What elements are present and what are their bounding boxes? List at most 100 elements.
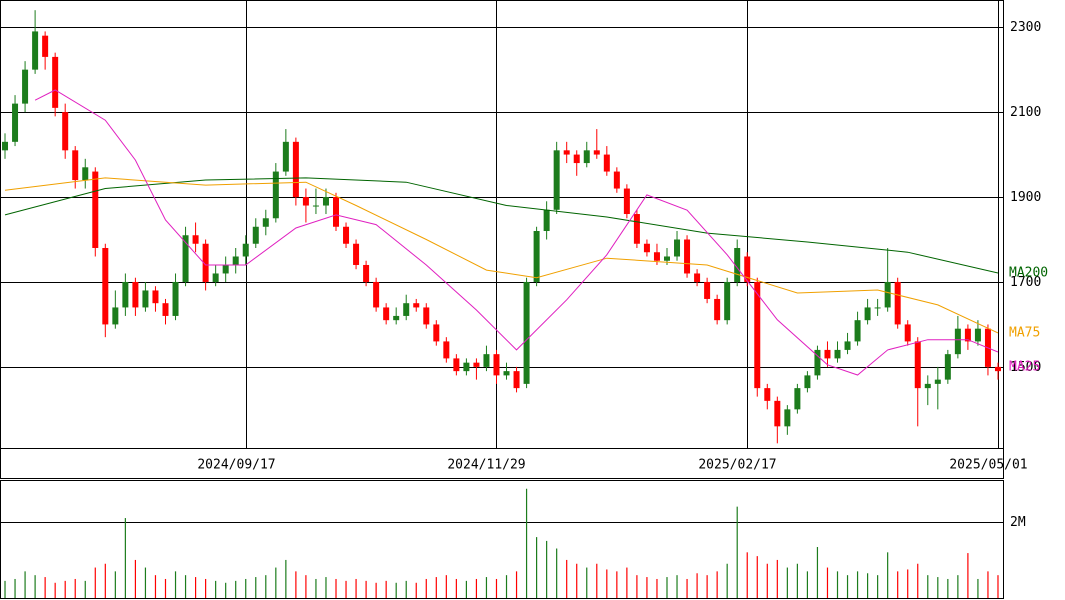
candle-body <box>583 150 590 164</box>
candle-body <box>724 281 731 321</box>
candle-body <box>82 167 89 181</box>
candle-body <box>242 243 249 257</box>
candle-body <box>483 354 490 367</box>
candle-body <box>513 371 520 389</box>
y-tick-label: 1900 <box>1010 190 1041 205</box>
candle-body <box>413 303 420 308</box>
candle-body <box>603 154 610 172</box>
candle-body <box>2 141 9 151</box>
candle-body <box>533 231 540 282</box>
candle-body <box>343 226 350 244</box>
candle-body <box>734 247 741 282</box>
candle-body <box>102 247 109 325</box>
candle-body <box>202 243 209 282</box>
candle-body <box>854 320 861 342</box>
candle-body <box>373 281 380 308</box>
candle-body <box>904 324 911 342</box>
candle-body <box>433 324 440 342</box>
candle-body <box>152 290 159 304</box>
candle-body <box>573 154 580 164</box>
candle-body <box>62 112 69 151</box>
candle-body <box>934 379 941 384</box>
candle-body <box>924 383 931 389</box>
candle-body <box>804 375 811 389</box>
candle-body <box>162 303 169 316</box>
legend-label: MA75 <box>1009 325 1040 340</box>
candle-body <box>623 188 630 215</box>
candle-body <box>964 328 971 342</box>
legend-label: MA200 <box>1009 266 1048 281</box>
candle-body <box>22 69 29 104</box>
candle-body <box>974 328 981 342</box>
candle-body <box>994 366 1001 372</box>
candle-body <box>473 362 480 367</box>
candle-body <box>42 35 49 57</box>
candle-body <box>553 150 560 210</box>
candle-body <box>172 281 179 316</box>
candle-body <box>523 281 530 384</box>
candle-body <box>403 303 410 316</box>
candle-body <box>794 388 801 410</box>
candle-body <box>744 256 751 282</box>
candle-body <box>32 31 39 70</box>
candle-body <box>633 214 640 244</box>
candle-body <box>272 171 279 219</box>
candle-body <box>92 171 99 248</box>
candle-body <box>262 218 269 227</box>
candle-body <box>894 281 901 325</box>
candle-body <box>353 243 360 265</box>
x-tick-label: 2025/05/01 <box>949 458 1027 473</box>
candle-body <box>423 307 430 325</box>
candle-body <box>694 273 701 282</box>
volume-panel <box>0 480 1004 599</box>
candle-body <box>493 354 500 376</box>
candle-body <box>453 358 460 372</box>
moving-average <box>34 89 999 376</box>
candle-body <box>864 307 871 321</box>
candle-body <box>884 281 891 308</box>
candle-body <box>653 252 660 261</box>
candle-body <box>383 307 390 321</box>
y-tick-label: 2300 <box>1010 20 1041 35</box>
y-tick-label: 2100 <box>1010 105 1041 120</box>
candle-body <box>252 226 259 244</box>
candle-body <box>754 281 761 389</box>
candle-body <box>503 371 510 376</box>
candle-body <box>122 281 129 308</box>
candle-body <box>814 349 821 376</box>
y-tick-label: 1500 <box>1010 360 1041 375</box>
y-tick-label: 1700 <box>1010 275 1041 290</box>
candle-body <box>72 150 79 181</box>
candle-body <box>613 171 620 189</box>
candle-body <box>302 197 309 206</box>
candle-body <box>834 349 841 359</box>
candle-body <box>914 341 921 389</box>
candle-body <box>212 273 219 282</box>
candle-body <box>944 354 951 380</box>
candle-body <box>52 56 59 108</box>
moving-average <box>4 177 999 274</box>
candle-body <box>824 349 831 359</box>
candle-body <box>593 150 600 155</box>
candle-body <box>784 409 791 427</box>
date-row <box>0 448 1004 479</box>
price-panel <box>0 0 1004 449</box>
candle-body <box>663 256 670 261</box>
y-tick-label: 2M <box>1010 515 1026 530</box>
legend-label: MA25 <box>1009 360 1040 375</box>
candle-body <box>844 341 851 350</box>
candle-body <box>192 235 199 244</box>
candle-body <box>112 307 119 325</box>
candle-body <box>764 388 771 401</box>
candle-body <box>182 235 189 282</box>
candle-body <box>222 264 229 274</box>
candle-body <box>232 256 239 265</box>
candle-body <box>132 281 139 308</box>
candle-body <box>463 362 470 372</box>
candle-body <box>684 239 691 274</box>
x-tick-label: 2024/09/17 <box>197 458 275 473</box>
candle-body <box>292 141 299 198</box>
candle-body <box>142 290 149 308</box>
candle-body <box>12 103 19 142</box>
